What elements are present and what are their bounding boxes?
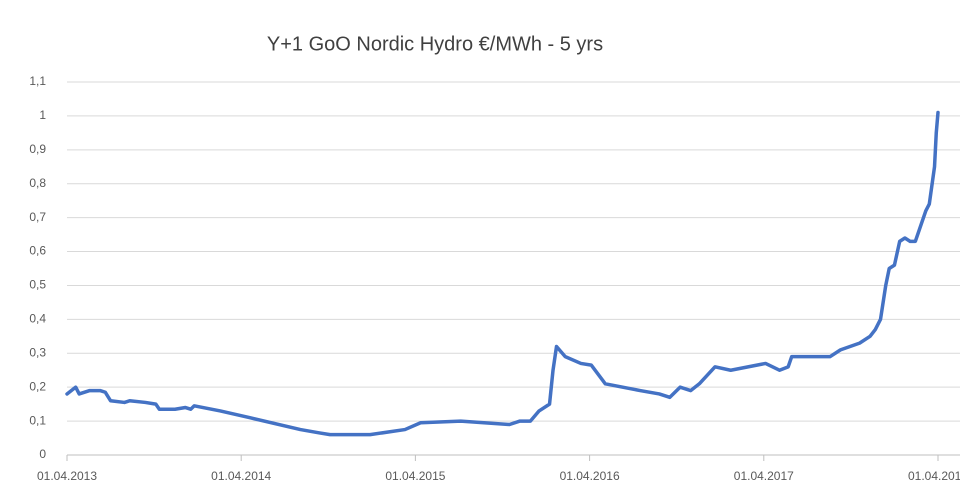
- data-line: [65, 110, 940, 437]
- x-tick-label: 01.04.2013: [37, 469, 97, 483]
- y-tick-label: 0,6: [29, 244, 46, 258]
- x-tick-label: 01.04.2017: [734, 469, 794, 483]
- y-tick-label: 0,3: [29, 345, 46, 359]
- y-tick-label: 0,4: [29, 312, 46, 326]
- y-tick-label: 0,7: [29, 210, 46, 224]
- y-tick-label: 0: [39, 447, 46, 461]
- y-tick-label: 0,8: [29, 176, 46, 190]
- chart-title: Y+1 GoO Nordic Hydro €/MWh - 5 yrs: [267, 33, 603, 55]
- y-tick-label: 1,1: [29, 74, 46, 88]
- x-tick-label: 01.04.2016: [560, 469, 620, 483]
- y-tick-label: 0,5: [29, 278, 46, 292]
- y-tick-label: 0,9: [29, 142, 46, 156]
- y-tick-label: 1: [39, 108, 46, 122]
- x-tick-label: 01.04.2014: [211, 469, 271, 483]
- x-tick-label: 01.04.2018: [908, 469, 960, 483]
- y-tick-label: 0,1: [29, 413, 46, 427]
- x-tick-label: 01.04.2015: [385, 469, 445, 483]
- y-tick-label: 0,2: [29, 379, 46, 393]
